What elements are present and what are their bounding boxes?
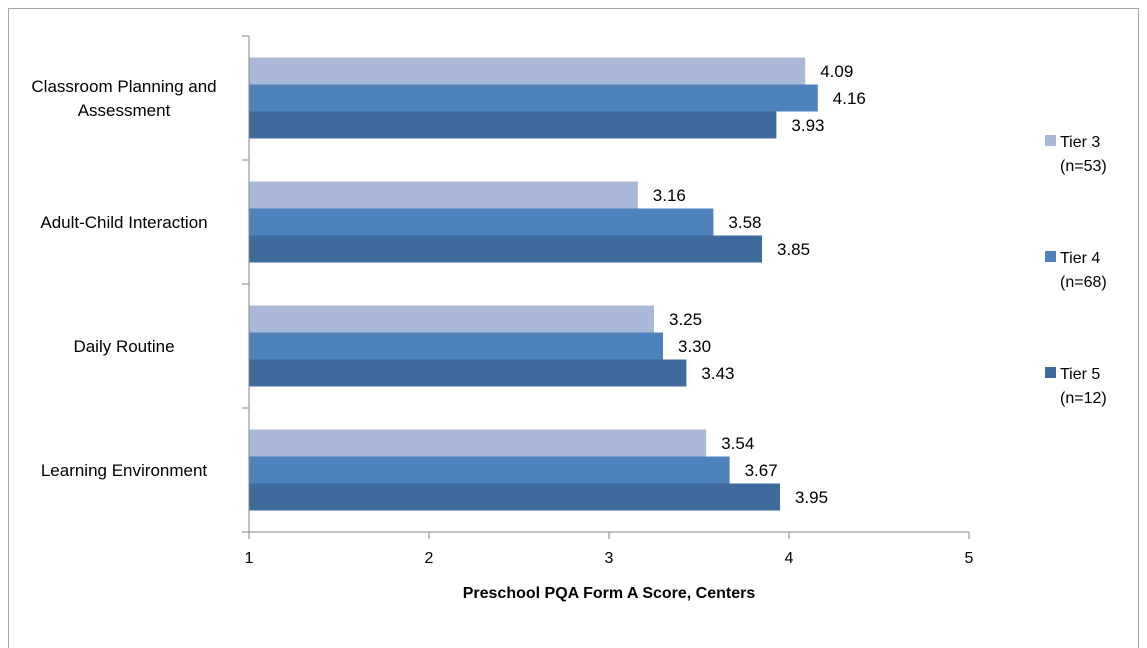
bar <box>249 58 805 85</box>
bar <box>249 457 730 484</box>
bar <box>249 306 654 333</box>
legend-sublabel: (n=68) <box>1060 274 1107 291</box>
bar <box>249 360 686 387</box>
bar <box>249 430 706 457</box>
data-label: 3.67 <box>745 461 778 480</box>
category-label: Daily Routine <box>73 337 174 356</box>
bar <box>249 209 713 236</box>
legend-label: Tier 5 <box>1060 366 1100 383</box>
x-tick-label: 5 <box>965 550 974 567</box>
data-label: 3.25 <box>669 310 702 329</box>
category-label: Assessment <box>78 101 171 120</box>
legend-swatch <box>1045 251 1056 262</box>
x-tick-label: 2 <box>425 550 434 567</box>
bar <box>249 182 638 209</box>
legend-swatch <box>1045 135 1056 146</box>
data-label: 3.93 <box>791 116 824 135</box>
category-label: Adult-Child Interaction <box>40 213 207 232</box>
data-label: 4.09 <box>820 62 853 81</box>
category-label: Learning Environment <box>41 461 208 480</box>
data-label: 3.95 <box>795 488 828 507</box>
legend-label: Tier 3 <box>1060 134 1100 151</box>
data-label: 3.85 <box>777 240 810 259</box>
bar <box>249 333 663 360</box>
bar <box>249 236 762 263</box>
bar <box>249 484 780 511</box>
legend: Tier 3 (n=53) Tier 4 (n=68) Tier 5 (n=12) <box>1045 134 1107 407</box>
x-tick-label: 3 <box>605 550 614 567</box>
x-axis-title: Preschool PQA Form A Score, Centers <box>463 585 756 602</box>
x-tick-label: 4 <box>785 550 794 567</box>
x-tick-label: 1 <box>245 550 254 567</box>
data-label: 3.58 <box>728 213 761 232</box>
bar <box>249 112 776 139</box>
data-label: 3.16 <box>653 186 686 205</box>
category-label: Classroom Planning and <box>31 77 216 96</box>
data-label: 3.54 <box>721 434 754 453</box>
legend-sublabel: (n=53) <box>1060 158 1107 175</box>
data-label: 4.16 <box>833 89 866 108</box>
bar <box>249 85 818 112</box>
data-label: 3.30 <box>678 337 711 356</box>
legend-swatch <box>1045 367 1056 378</box>
data-label: 3.43 <box>701 364 734 383</box>
legend-sublabel: (n=12) <box>1060 390 1107 407</box>
legend-label: Tier 4 <box>1060 250 1100 267</box>
